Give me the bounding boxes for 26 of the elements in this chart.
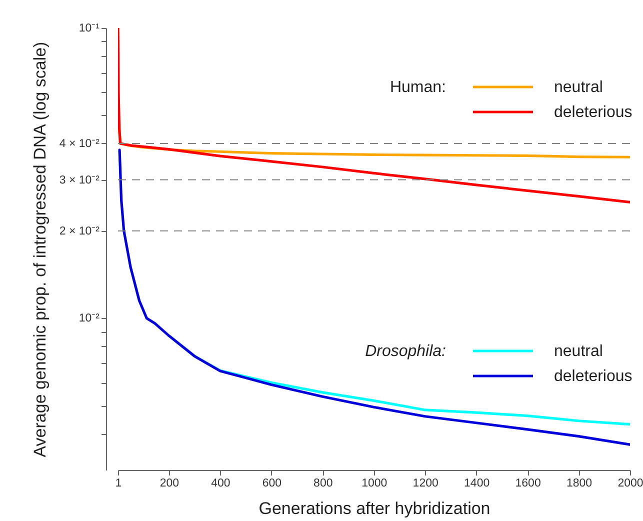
x-tick-label: 1	[115, 478, 122, 490]
legend-label: deleterious	[554, 104, 632, 121]
x-tick-label: 1800	[566, 478, 592, 490]
y-tick-label: 10⁻¹	[78, 22, 100, 34]
line-series	[118, 148, 630, 446]
y-tick-label: 2 × 10⁻²	[59, 225, 100, 238]
legend-label: neutral	[554, 79, 603, 96]
y-tick-label: 4 × 10⁻²	[59, 138, 100, 150]
y-tick-label: 3 × 10⁻²	[59, 174, 100, 186]
legend-label: neutral	[554, 343, 603, 360]
x-tick-label: 2000	[618, 478, 643, 490]
annotation: Human:	[390, 79, 446, 96]
x-tick-label: 800	[314, 478, 333, 490]
legend-label: deleterious	[554, 368, 632, 385]
x-tick-label: 1600	[515, 478, 541, 490]
x-tick-label: 1200	[412, 478, 438, 490]
x-axis-title: Generations after hybridization	[258, 499, 490, 518]
x-tick-label: 400	[211, 478, 230, 490]
line-series	[118, 28, 630, 204]
y-tick-label: 10⁻²	[78, 312, 100, 325]
y-axis-title: Average genomic prop. of introgressed DNA (log scale)	[30, 42, 50, 458]
x-tick-label: 600	[262, 478, 282, 490]
annotation: Drosophila:	[365, 343, 446, 360]
x-tick-label: 1000	[362, 478, 388, 490]
x-tick-label: 200	[160, 478, 180, 490]
x-tick-label: 1400	[464, 478, 490, 490]
